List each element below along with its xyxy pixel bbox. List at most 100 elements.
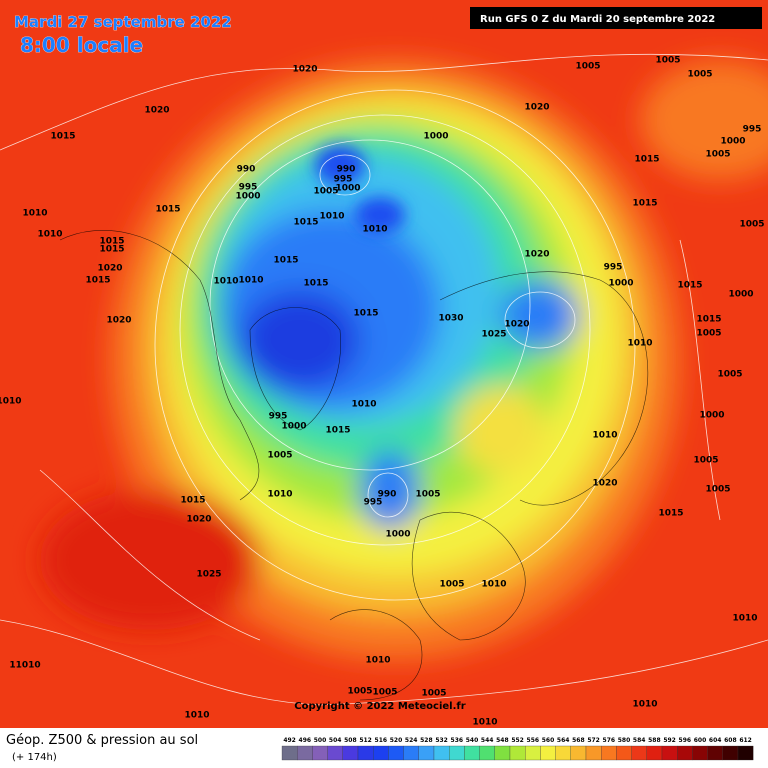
pressure-label: 1010 (481, 580, 506, 590)
pressure-label: 1015 (677, 281, 702, 291)
legend-swatch (707, 745, 723, 761)
pressure-label: 1010 (592, 431, 617, 441)
pressure-label: 990 (237, 165, 256, 175)
legend-swatch (403, 745, 419, 761)
pressure-label: 1005 (717, 370, 742, 380)
pressure-label: 1015 (303, 279, 328, 289)
legend-swatch (585, 745, 602, 761)
pressure-label: 1020 (524, 103, 549, 113)
pressure-label: 1030 (438, 314, 463, 324)
pressure-label: 1020 (106, 316, 131, 326)
legend-swatch (737, 745, 754, 761)
pressure-label: 1020 (97, 264, 122, 274)
pressure-label: 1005 (313, 187, 338, 197)
pressure-label: 1000 (699, 411, 724, 421)
run-label: Run GFS 0 Z du Mardi 20 septembre 2022 (480, 14, 715, 25)
pressure-label: 1015 (85, 276, 110, 286)
pressure-label: 1005 (415, 490, 440, 500)
legend-swatch (616, 745, 632, 761)
legend-tick-label: 528 (420, 737, 433, 744)
pressure-label: 1000 (720, 137, 745, 147)
pressure-label: 1000 (335, 184, 360, 194)
pressure-label: 1015 (634, 155, 659, 165)
pressure-label: 1010 (319, 212, 344, 222)
pressure-label: 1005 (705, 485, 730, 495)
pressure-label: 995 (743, 125, 762, 135)
legend-tick-label: 580 (618, 737, 631, 744)
pressure-label: 1015 (180, 496, 205, 506)
pressure-label: 1020 (186, 515, 211, 525)
color-legend: 492 496 500 504 508 512 516 520 524 528 532 536 540 5… (281, 737, 754, 761)
legend-tick-label: 508 (344, 737, 357, 744)
pressure-label: 1010 (732, 614, 757, 624)
pressure-label: 1020 (144, 106, 169, 116)
pressure-label: 995 (239, 183, 258, 193)
pressure-label: 1005 (267, 451, 292, 461)
pressure-label: 995 (604, 263, 623, 273)
pressure-label: 1005 (705, 150, 730, 160)
pressure-label: 1020 (524, 250, 549, 260)
legend-tick-label: 544 (481, 737, 494, 744)
pressure-label: 1025 (481, 330, 506, 340)
pressure-label: 1005 (372, 688, 397, 698)
legend-tick-label: 560 (542, 737, 555, 744)
pressure-label: 1015 (293, 218, 318, 228)
isobars (0, 53, 768, 706)
pressure-label: 1010 (37, 230, 62, 240)
footer-title: Géop. Z500 & pression au sol (6, 733, 198, 748)
pressure-label: 1010 (627, 339, 652, 349)
legend-swatch (418, 745, 435, 761)
legend-tick-label: 516 (375, 737, 388, 744)
pressure-label: 1000 (385, 530, 410, 540)
pressure-label: 1015 (273, 256, 298, 266)
legend-tick-label: 568 (572, 737, 585, 744)
pressure-label: 1010 (267, 490, 292, 500)
legend-swatch (312, 745, 328, 761)
pressure-label: 1010 (238, 276, 263, 286)
legend-swatch (525, 745, 541, 761)
legend-tick-label: 596 (679, 737, 692, 744)
pressure-label: 1015 (325, 426, 350, 436)
pressure-label: 1005 (739, 220, 764, 230)
run-box (470, 7, 762, 29)
legend-tick-label: 504 (329, 737, 342, 744)
pressure-label: 1010 (362, 225, 387, 235)
legend-tick-label: 524 (405, 737, 418, 744)
pressure-label: 1025 (196, 570, 221, 580)
legend-swatch (373, 745, 389, 761)
legend-tick-label: 532 (435, 737, 448, 744)
legend-tick-label: 576 (603, 737, 616, 744)
legend-swatch (570, 745, 587, 761)
pressure-label: 1005 (421, 689, 446, 699)
legend-swatch (281, 745, 298, 761)
pressure-label: 1005 (655, 56, 680, 66)
pressure-label: 11010 (9, 661, 40, 671)
legend-swatch (297, 745, 313, 761)
legend-tick-label: 536 (451, 737, 464, 744)
pressure-label: 1000 (235, 192, 260, 202)
legend-tick-label: 548 (496, 737, 509, 744)
pressure-label: 1010 (365, 656, 390, 666)
pressure-label: 1005 (439, 580, 464, 590)
legend-swatch (601, 745, 617, 761)
legend-tick-label: 540 (466, 737, 479, 744)
time-label: 8:00 locale (20, 33, 143, 57)
legend-swatch (692, 745, 708, 761)
pressure-label: 1000 (423, 132, 448, 142)
legend-tick-label: 588 (648, 737, 661, 744)
legend-swatch (661, 745, 678, 761)
legend-swatch (479, 745, 495, 761)
pressure-label: 1015 (99, 237, 124, 247)
pressure-label: 1005 (693, 456, 718, 466)
legend-swatch (388, 745, 404, 761)
legend-swatch (646, 745, 663, 761)
pressure-label: 995 (269, 412, 288, 422)
pressure-label: 1005 (687, 70, 712, 80)
pressure-label: 1010 (184, 711, 209, 721)
legend-swatch (540, 745, 556, 761)
pressure-label: 1020 (592, 479, 617, 489)
legend-tick-label: 556 (527, 737, 540, 744)
pressure-label: 1015 (155, 205, 180, 215)
pressure-label: 1010 (632, 700, 657, 710)
